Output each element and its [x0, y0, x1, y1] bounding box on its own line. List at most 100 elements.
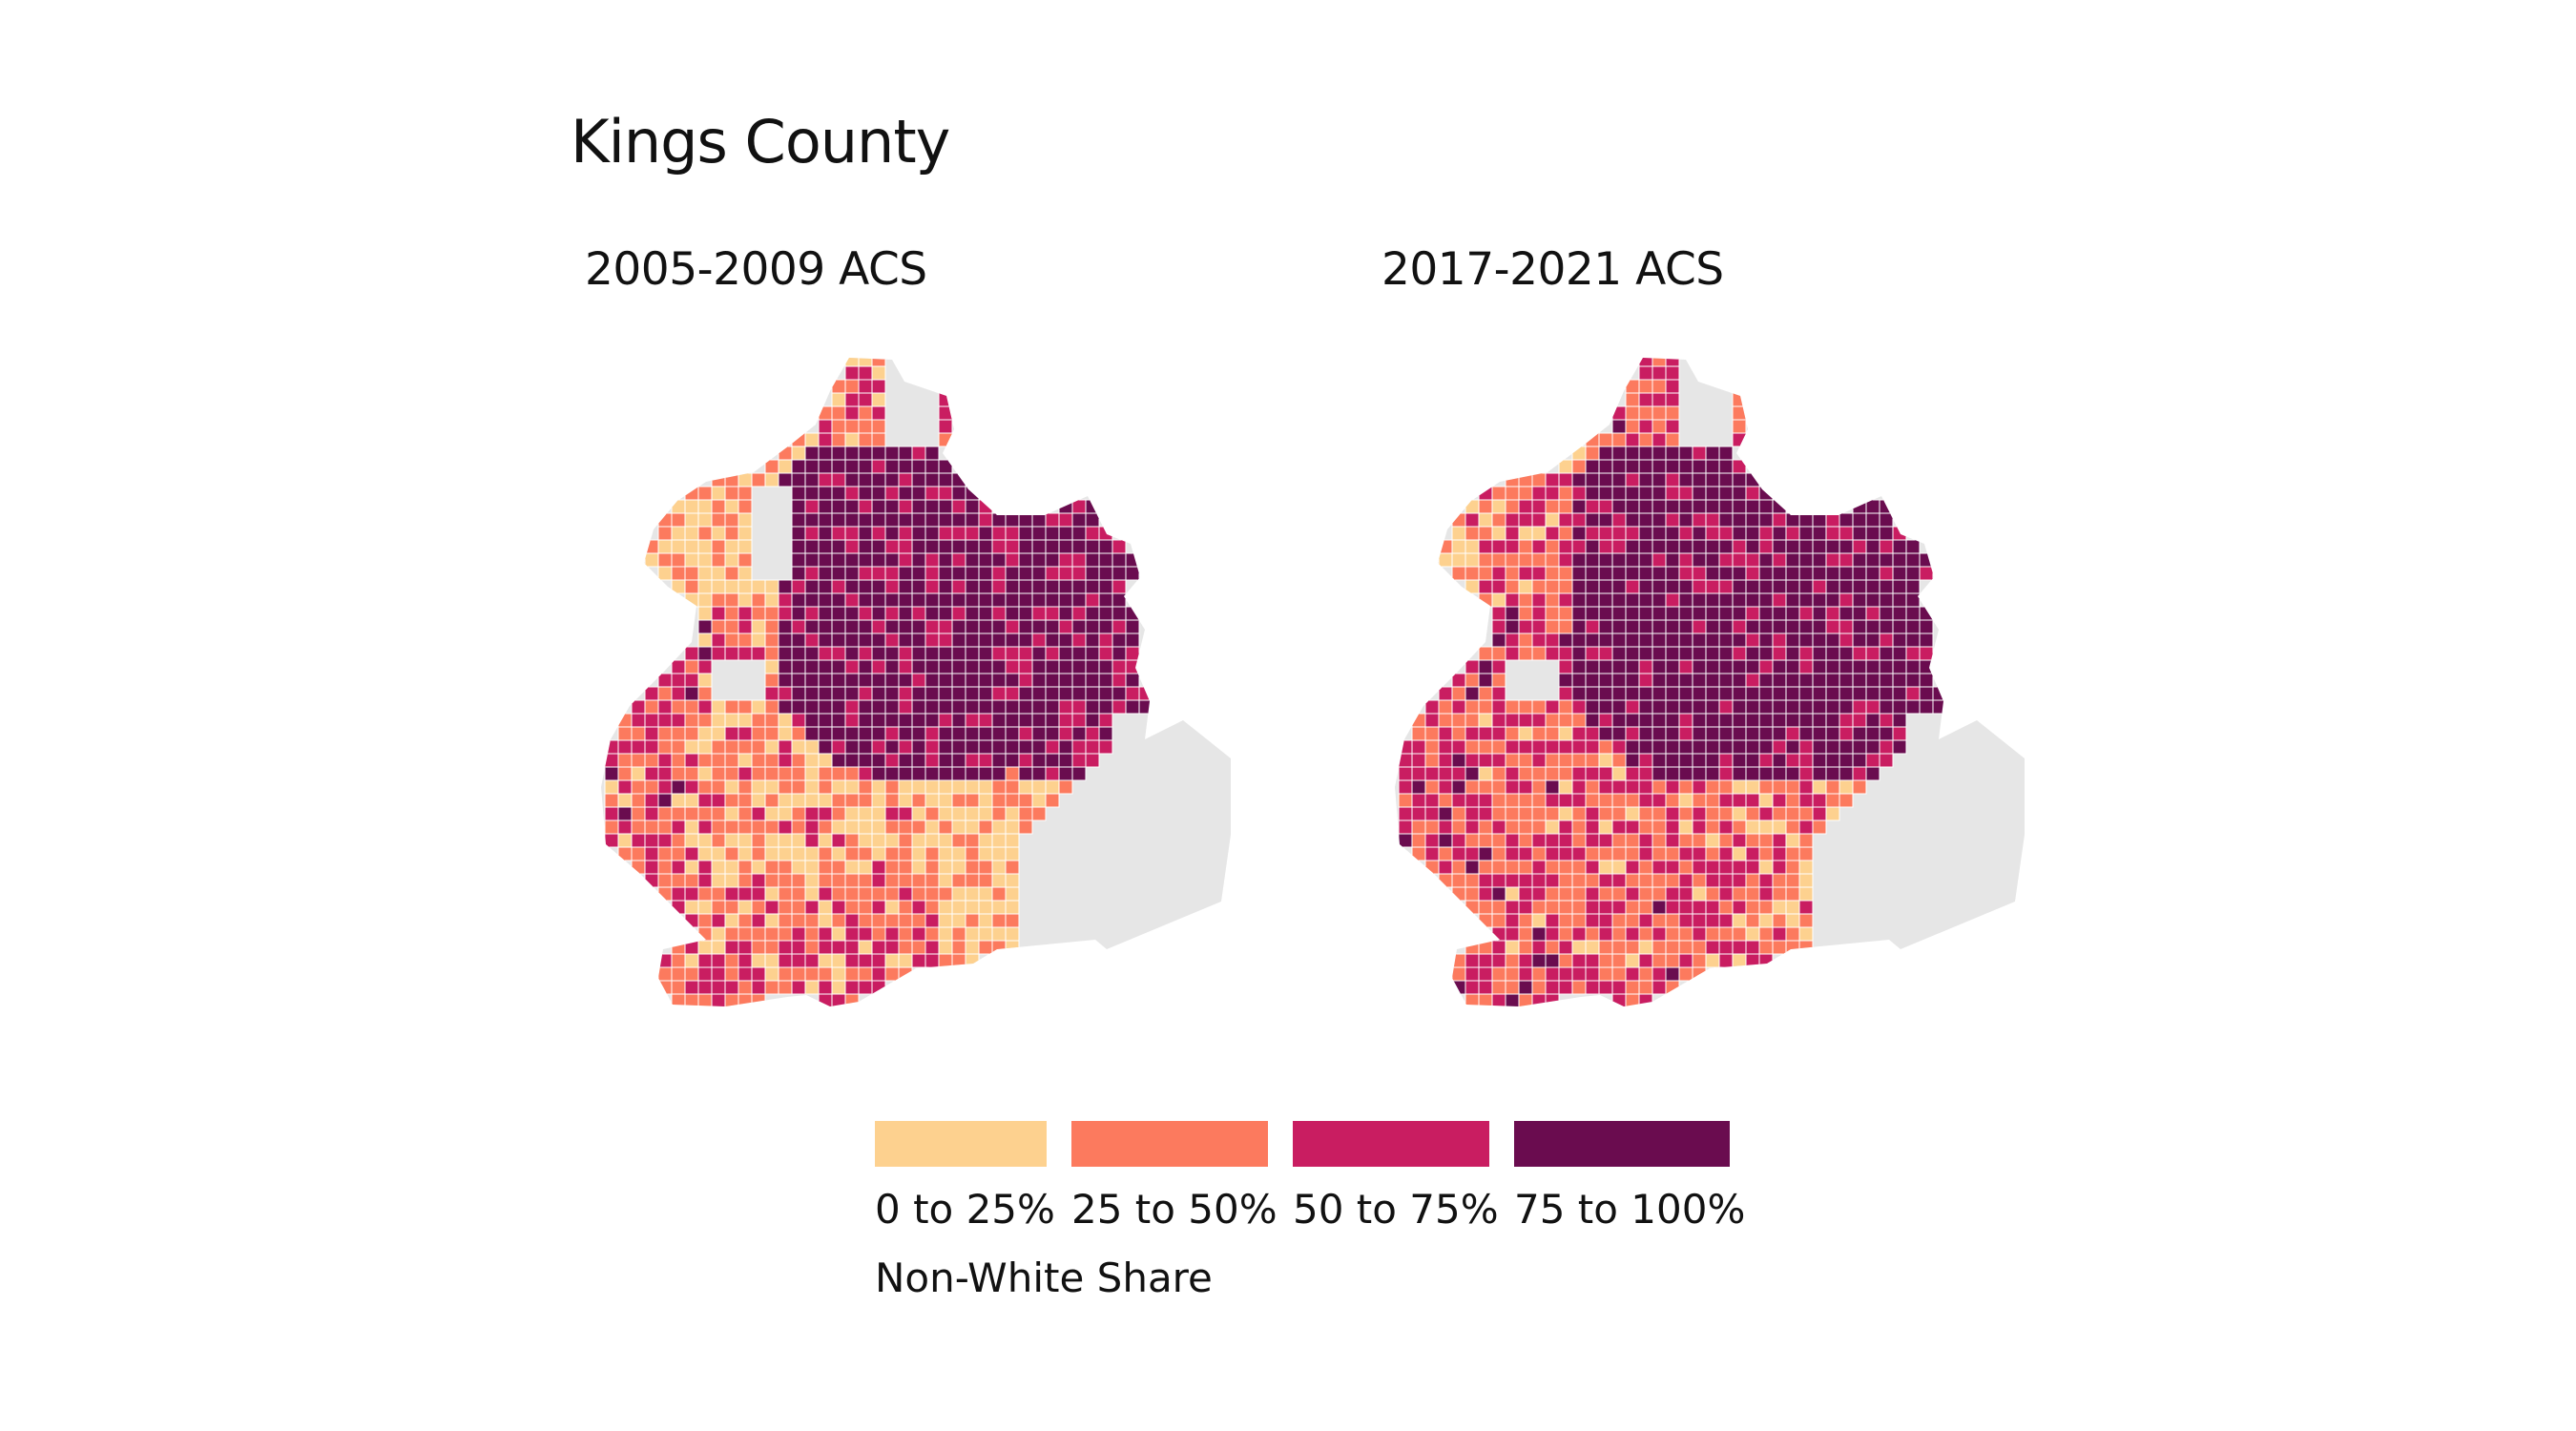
census-tract [764, 913, 779, 928]
census-tract [1798, 526, 1814, 541]
census-tract [1478, 753, 1493, 768]
census-tract [818, 646, 833, 661]
census-tract [617, 766, 633, 781]
census-tract [884, 713, 900, 728]
census-tract [1045, 539, 1060, 554]
census-tract [1678, 793, 1693, 808]
census-tract [858, 499, 873, 514]
census-tract [1085, 579, 1100, 594]
census-tract [1652, 940, 1667, 955]
census-tract [1558, 739, 1573, 755]
census-tract [1531, 566, 1547, 581]
census-tract [644, 806, 659, 821]
census-tract [924, 659, 940, 674]
census-tract [1638, 940, 1653, 955]
census-tract [871, 966, 886, 982]
census-tract [1652, 432, 1667, 447]
census-tract [1071, 606, 1087, 621]
census-tract [938, 833, 953, 848]
census-tract [697, 860, 713, 875]
census-tract [1045, 779, 1060, 795]
census-tract [1571, 806, 1587, 821]
census-tract [1678, 913, 1693, 928]
census-tract [1865, 526, 1880, 541]
census-tract [724, 819, 739, 835]
census-tract [778, 819, 793, 835]
census-tract [871, 913, 886, 928]
census-tract [1798, 793, 1814, 808]
census-tract [1598, 713, 1613, 728]
census-tract [1085, 592, 1100, 608]
census-tract [1045, 526, 1060, 541]
census-tract [938, 552, 953, 568]
census-tract [1705, 833, 1720, 848]
census-tract [1611, 953, 1627, 968]
census-tract [1491, 713, 1506, 728]
census-tract [1718, 592, 1734, 608]
census-tract [1732, 873, 1747, 888]
census-tract [1745, 579, 1760, 594]
census-tract [1558, 619, 1573, 634]
census-tract [831, 592, 846, 608]
census-tract [1839, 566, 1854, 581]
census-tract [1892, 566, 1907, 581]
census-tract [871, 713, 886, 728]
census-tract [911, 819, 926, 835]
census-tract [1638, 993, 1653, 1006]
census-tract [1045, 686, 1060, 701]
census-tract [804, 940, 820, 955]
census-tract [978, 940, 993, 955]
census-tract [737, 713, 753, 728]
census-tract [1558, 753, 1573, 768]
census-tract [1111, 699, 1127, 715]
census-tract [1785, 552, 1800, 568]
census-tract [1732, 566, 1747, 581]
census-tract [778, 953, 793, 968]
census-tract [1518, 926, 1533, 942]
census-tract [978, 552, 993, 568]
census-tract [1558, 526, 1573, 541]
census-tract [1558, 552, 1573, 568]
census-tract [991, 860, 1007, 875]
census-tract [1031, 739, 1047, 755]
census-tract [911, 900, 926, 915]
census-tract [697, 499, 713, 514]
census-tract [1125, 646, 1140, 661]
census-tract [1638, 566, 1653, 581]
census-tract [1438, 686, 1453, 701]
census-tract [858, 860, 873, 875]
census-tract [924, 592, 940, 608]
census-tract [871, 846, 886, 861]
census-tract [871, 566, 886, 581]
census-tract [1625, 472, 1640, 487]
census-tract [1571, 873, 1587, 888]
census-tract [1111, 552, 1127, 568]
census-tract [871, 405, 886, 421]
census-tract [1678, 966, 1693, 982]
census-tract [697, 592, 713, 608]
census-tract [1611, 753, 1627, 768]
census-tract [911, 833, 926, 848]
census-tract [684, 779, 699, 795]
census-tract [1678, 459, 1693, 474]
census-tract [1045, 592, 1060, 608]
census-tract [697, 806, 713, 821]
census-tract [884, 539, 900, 554]
census-tract [791, 446, 806, 461]
census-tract [1505, 819, 1520, 835]
census-tract [1438, 819, 1453, 835]
census-tract [737, 913, 753, 928]
census-tract [818, 699, 833, 715]
census-tract [697, 726, 713, 741]
census-tract [1585, 673, 1600, 688]
census-tract [1045, 659, 1060, 674]
census-tract [1892, 592, 1907, 608]
census-tract [1531, 699, 1547, 715]
census-tract [1812, 699, 1827, 715]
census-tract [1798, 779, 1814, 795]
census-tract [1058, 739, 1073, 755]
census-tract [1491, 846, 1506, 861]
census-tract [831, 993, 846, 1006]
census-tract [1665, 579, 1680, 594]
census-tract [1638, 846, 1653, 861]
